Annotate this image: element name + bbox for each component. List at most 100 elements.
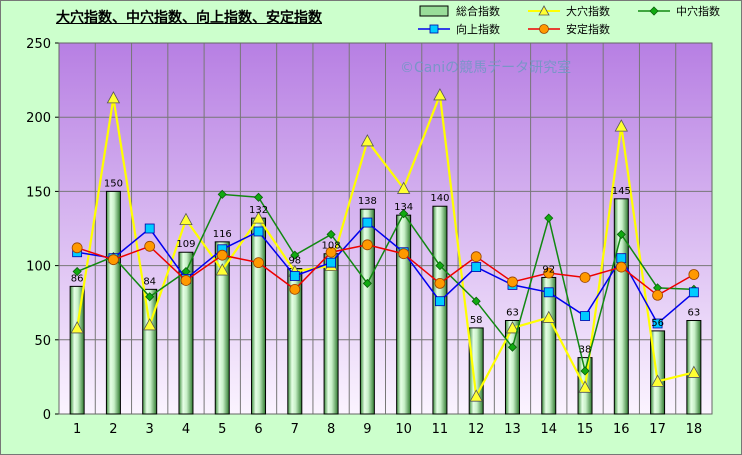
x-tick-label: 17 (649, 422, 666, 437)
triangle-point (650, 374, 665, 387)
x-tick-label: 9 (363, 422, 371, 437)
diamond-point (217, 189, 227, 199)
triangle-point (251, 211, 266, 224)
legend-circle-swatch (528, 24, 560, 34)
circle-point (325, 246, 337, 258)
circle-point (615, 261, 627, 273)
series-line-circle (76, 244, 695, 297)
diamond-point (253, 192, 264, 202)
diamond-point (145, 292, 155, 302)
bar (142, 288, 158, 415)
triangle-point (469, 389, 483, 402)
bar-data-label: 92 (542, 264, 555, 275)
triangle-point (143, 318, 157, 331)
circle-point (253, 257, 264, 269)
diamond-point (362, 278, 372, 288)
bar (105, 190, 121, 415)
bar (178, 251, 194, 415)
bar-data-label: 38 (579, 345, 592, 356)
chart-title: 大穴指数、中穴指数、向上指数、安定指数 (56, 10, 322, 26)
square-point (580, 311, 590, 321)
diamond-point (544, 213, 554, 223)
legend-diamond-swatch (638, 6, 670, 16)
triangle-point (179, 212, 193, 225)
bar-data-label: 56 (651, 318, 664, 329)
x-tick-label: 6 (254, 422, 262, 437)
legend-label: 大穴指数 (566, 5, 610, 18)
bar-data-label: 84 (143, 276, 156, 287)
circle-point (579, 272, 591, 283)
series-line-square (77, 221, 695, 325)
x-tick-label: 18 (686, 422, 703, 437)
bar-data-label: 145 (612, 186, 631, 197)
circle-point (216, 249, 228, 261)
square-point (362, 217, 373, 228)
x-tick-label: 5 (218, 422, 226, 437)
square-point (326, 257, 336, 268)
bar-data-label: 86 (71, 273, 84, 284)
diamond-point (399, 209, 409, 219)
square-point (144, 223, 155, 234)
y-tick-label: 50 (34, 334, 51, 349)
triangle-point (687, 365, 701, 378)
legend-triangle-swatch (528, 5, 560, 16)
bar (541, 276, 557, 415)
circle-point (144, 240, 156, 252)
watermark-text: ©Caniの競馬データ研究室 (400, 60, 572, 76)
triangle-point (614, 119, 628, 132)
legend-label: 総合指数 (456, 5, 500, 18)
diamond-point (290, 250, 300, 260)
series-line-triangle (76, 94, 695, 400)
bar-data-label: 150 (104, 178, 123, 189)
circle-point (507, 276, 518, 288)
bar-data-label: 116 (213, 229, 232, 240)
bar (323, 253, 339, 415)
bar-data-label: 63 (687, 308, 700, 319)
square-point (652, 318, 663, 329)
circle-point (398, 248, 410, 260)
bar-data-label: 108 (322, 241, 341, 252)
triangle-point (433, 88, 447, 101)
bar (504, 320, 520, 415)
bar (359, 208, 375, 415)
x-tick-label: 15 (577, 422, 594, 437)
circle-point (543, 267, 555, 279)
bar (432, 205, 448, 415)
x-tick-label: 12 (468, 422, 485, 437)
bar (69, 285, 85, 415)
triangle-point (106, 91, 121, 104)
diamond-point (435, 261, 445, 271)
square-point (435, 296, 445, 307)
x-tick-label: 1 (73, 422, 81, 437)
circle-point (289, 283, 301, 295)
legend-label: 向上指数 (456, 23, 500, 36)
square-point (471, 262, 482, 272)
bar (396, 214, 412, 415)
diamond-point (580, 366, 590, 376)
square-point (289, 271, 300, 281)
triangle-point (360, 134, 375, 147)
bar-data-label: 134 (394, 202, 413, 213)
triangle-point (215, 263, 229, 276)
bar-data-label: 140 (430, 193, 449, 204)
triangle-point (70, 321, 84, 334)
circle-point (108, 254, 119, 266)
legend-label: 中穴指数 (676, 5, 720, 18)
circle-point (434, 278, 446, 289)
x-tick-label: 10 (395, 422, 412, 437)
bar (613, 198, 629, 415)
bar-data-label: 109 (176, 239, 195, 250)
legend-square-swatch (418, 24, 450, 34)
diamond-point (471, 296, 481, 306)
x-tick-label: 7 (291, 422, 299, 437)
diamond-point (72, 266, 82, 277)
bar-data-label: 98 (288, 256, 301, 267)
bar (251, 217, 267, 415)
diamond-point (507, 342, 518, 352)
triangle-point (505, 321, 520, 334)
x-tick-label: 16 (613, 422, 630, 437)
bar-data-label: 63 (506, 308, 519, 319)
circle-point (361, 239, 373, 251)
triangle-point (542, 310, 556, 323)
